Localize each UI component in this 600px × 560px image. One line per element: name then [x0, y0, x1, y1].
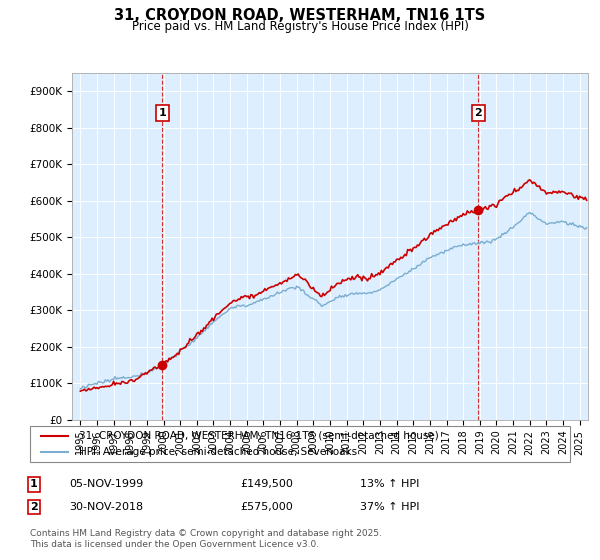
Text: 2: 2	[30, 502, 38, 512]
Text: 2: 2	[475, 108, 482, 118]
Text: 13% ↑ HPI: 13% ↑ HPI	[360, 479, 419, 489]
Text: 1: 1	[158, 108, 166, 118]
Text: Price paid vs. HM Land Registry's House Price Index (HPI): Price paid vs. HM Land Registry's House …	[131, 20, 469, 32]
Text: £575,000: £575,000	[240, 502, 293, 512]
Text: 31, CROYDON ROAD, WESTERHAM, TN16 1TS (semi-detached house): 31, CROYDON ROAD, WESTERHAM, TN16 1TS (s…	[79, 431, 439, 441]
Text: 1: 1	[30, 479, 38, 489]
Text: 05-NOV-1999: 05-NOV-1999	[69, 479, 143, 489]
Text: £149,500: £149,500	[240, 479, 293, 489]
Text: 37% ↑ HPI: 37% ↑ HPI	[360, 502, 419, 512]
Text: Contains HM Land Registry data © Crown copyright and database right 2025.
This d: Contains HM Land Registry data © Crown c…	[30, 529, 382, 549]
Text: 31, CROYDON ROAD, WESTERHAM, TN16 1TS: 31, CROYDON ROAD, WESTERHAM, TN16 1TS	[115, 8, 485, 24]
Text: HPI: Average price, semi-detached house, Sevenoaks: HPI: Average price, semi-detached house,…	[79, 447, 357, 457]
Text: 30-NOV-2018: 30-NOV-2018	[69, 502, 143, 512]
